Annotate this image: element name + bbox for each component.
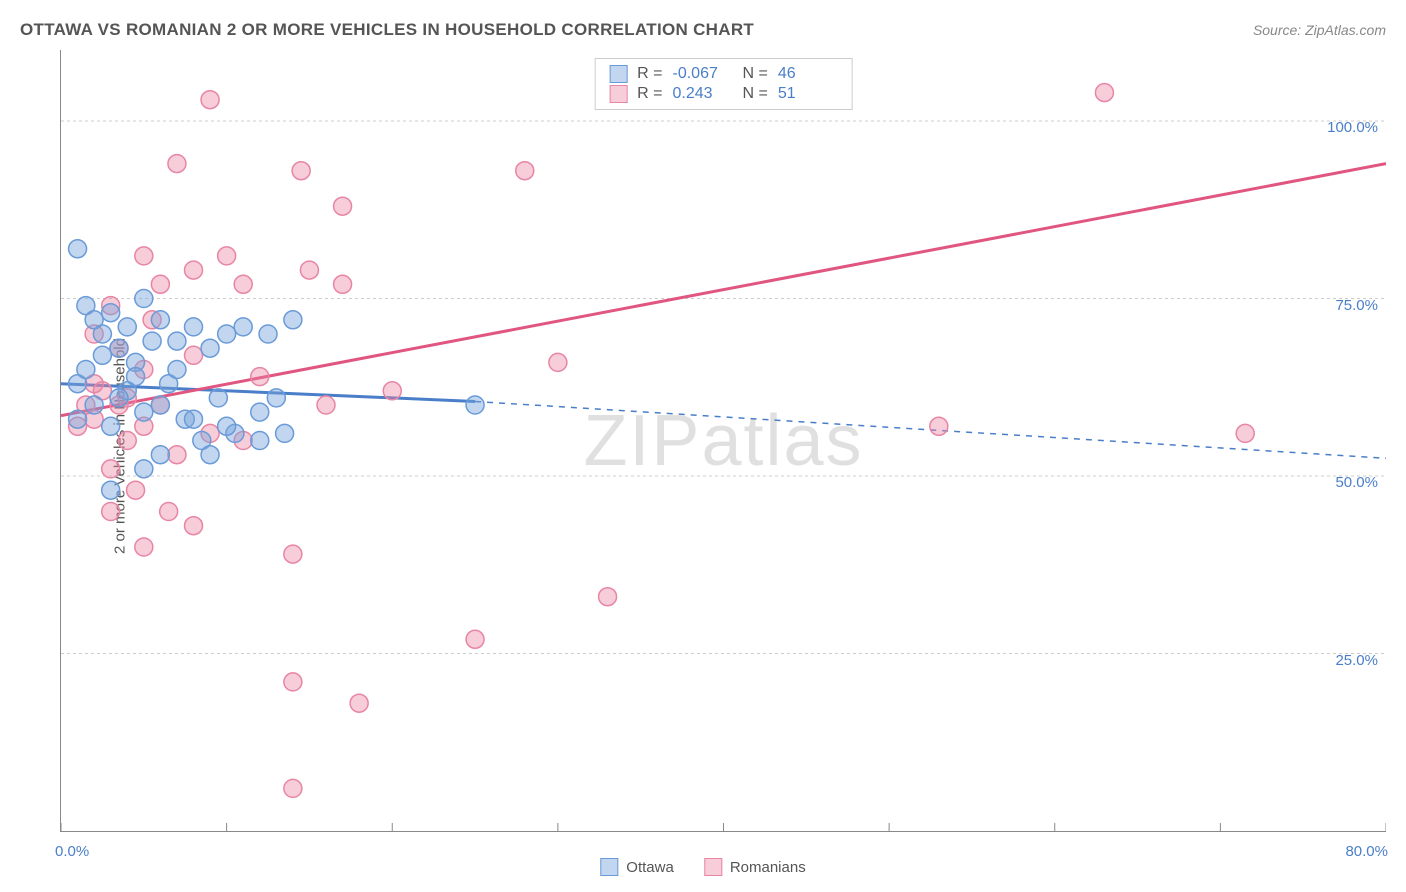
source-label: Source: ZipAtlas.com [1253, 22, 1386, 38]
x-axis-max: 80.0% [1345, 843, 1388, 860]
y-tick-label: 75.0% [1335, 297, 1378, 314]
n-value-romanians: 51 [778, 85, 838, 103]
x-axis-min: 0.0% [55, 843, 89, 860]
chart-svg [61, 50, 1386, 831]
legend-label-romanians: Romanians [730, 859, 806, 876]
swatch-ottawa [600, 858, 618, 876]
legend-item-ottawa: Ottawa [600, 858, 674, 876]
n-value-ottawa: 46 [778, 65, 838, 83]
legend-row-ottawa: R = -0.067 N = 46 [609, 65, 838, 83]
chart-area: ZIPatlas R = -0.067 N = 46 R = 0.243 N =… [60, 50, 1386, 832]
y-tick-label: 25.0% [1335, 652, 1378, 669]
legend-stats: R = -0.067 N = 46 R = 0.243 N = 51 [594, 58, 853, 110]
n-label: N = [743, 65, 768, 83]
legend-item-romanians: Romanians [704, 858, 806, 876]
legend-label-ottawa: Ottawa [626, 859, 674, 876]
swatch-romanians [704, 858, 722, 876]
r-label: R = [637, 65, 662, 83]
r-value-romanians: 0.243 [673, 85, 733, 103]
r-value-ottawa: -0.067 [673, 65, 733, 83]
y-tick-label: 50.0% [1335, 474, 1378, 491]
y-tick-label: 100.0% [1327, 119, 1378, 136]
legend-bottom: Ottawa Romanians [600, 858, 805, 876]
chart-title: OTTAWA VS ROMANIAN 2 OR MORE VEHICLES IN… [20, 20, 754, 40]
swatch-ottawa [609, 65, 627, 83]
legend-row-romanians: R = 0.243 N = 51 [609, 85, 838, 103]
r-label: R = [637, 85, 662, 103]
n-label: N = [743, 85, 768, 103]
swatch-romanians [609, 85, 627, 103]
